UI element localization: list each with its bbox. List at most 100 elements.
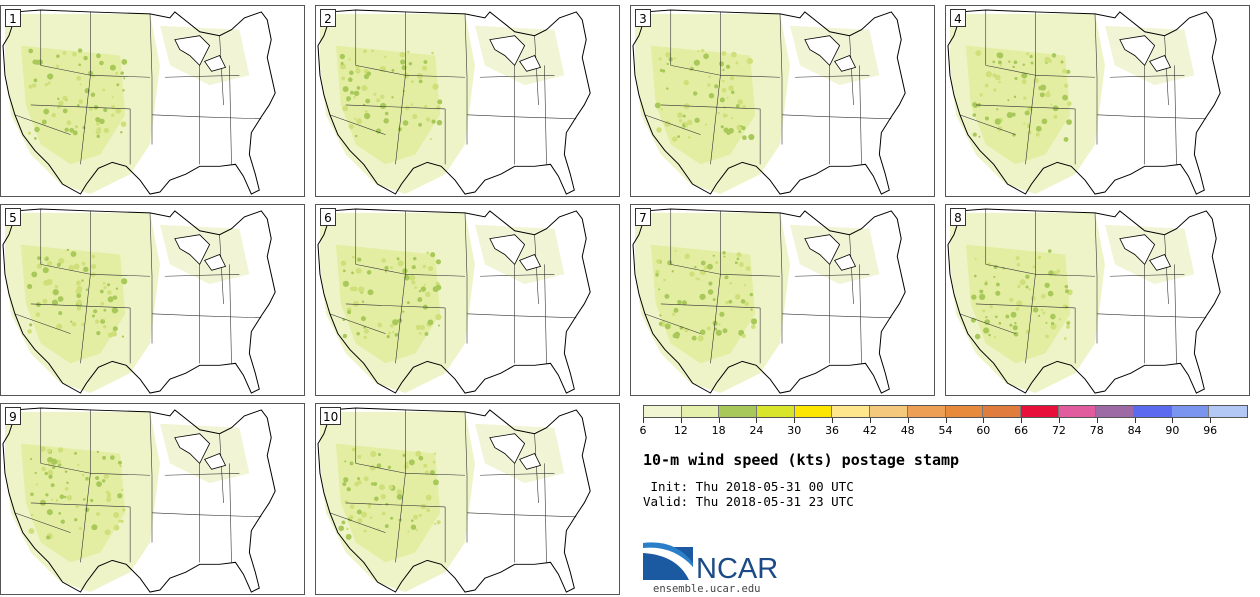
wind-speckle bbox=[44, 471, 48, 476]
wind-speckle bbox=[744, 301, 750, 307]
wind-speckle bbox=[974, 333, 981, 340]
wind-speckle bbox=[85, 476, 89, 481]
wind-speckle bbox=[346, 487, 351, 492]
wind-speckle bbox=[1021, 72, 1028, 79]
wind-speckle bbox=[748, 133, 755, 141]
wind-speckle bbox=[415, 450, 422, 457]
wind-speckle bbox=[81, 261, 86, 266]
wind-speckle bbox=[408, 61, 413, 66]
wind-speckle bbox=[725, 64, 731, 69]
wind-speckle bbox=[354, 134, 358, 138]
state-border bbox=[229, 65, 232, 165]
wind-speckle bbox=[741, 333, 746, 338]
wind-speckle bbox=[361, 300, 365, 303]
wind-speckle bbox=[1035, 125, 1042, 132]
map-panel-10: 10 bbox=[315, 403, 620, 595]
wind-speckle bbox=[418, 122, 423, 127]
wind-speckle bbox=[367, 289, 374, 296]
wind-speckle bbox=[66, 481, 69, 485]
wind-speckle bbox=[81, 473, 85, 477]
wind-speckle bbox=[51, 458, 58, 465]
wind-speckle bbox=[373, 92, 377, 96]
wind-speckle bbox=[101, 479, 106, 483]
wind-speckle bbox=[74, 126, 78, 129]
wind-speckle bbox=[354, 117, 357, 120]
wind-speckle bbox=[36, 302, 41, 308]
wind-speckle bbox=[1025, 274, 1030, 279]
wind-speckle bbox=[703, 53, 709, 60]
state-border bbox=[355, 264, 406, 275]
wind-speckle bbox=[429, 469, 435, 475]
wind-speckle bbox=[750, 308, 753, 311]
wind-speckle bbox=[386, 335, 390, 339]
wind-speckle bbox=[96, 481, 102, 487]
wind-speckle bbox=[111, 307, 118, 314]
state-border bbox=[959, 313, 1016, 334]
wind-speckle bbox=[121, 488, 124, 492]
wind-speckle bbox=[431, 119, 436, 124]
wind-speckle bbox=[420, 286, 427, 292]
state-border bbox=[151, 512, 200, 516]
wind-speckle bbox=[654, 102, 661, 109]
wind-speckle bbox=[347, 310, 352, 315]
wind-speckle bbox=[426, 508, 431, 513]
state-border bbox=[90, 273, 151, 277]
state-border bbox=[859, 264, 862, 364]
wind-speckle bbox=[115, 108, 122, 114]
wind-speckle bbox=[979, 289, 984, 294]
wind-speckle bbox=[715, 261, 719, 265]
wind-speckle bbox=[35, 312, 41, 317]
state-border bbox=[80, 473, 91, 563]
state-border bbox=[644, 114, 701, 135]
colorbar-tick-label: 18 bbox=[711, 424, 726, 437]
wind-speckle bbox=[974, 258, 977, 261]
wind-speckle bbox=[746, 57, 754, 65]
coastline bbox=[632, 208, 906, 394]
state-border bbox=[781, 313, 830, 317]
wind-speckle bbox=[411, 265, 416, 270]
wind-speckle bbox=[1064, 83, 1069, 88]
wind-speckle bbox=[418, 513, 422, 518]
wind-speckle bbox=[361, 85, 368, 92]
wind-speckle bbox=[343, 477, 349, 483]
wind-speckle bbox=[28, 48, 34, 54]
wind-speckle bbox=[414, 286, 418, 289]
wind-speckle bbox=[396, 489, 403, 495]
wind-speckle bbox=[112, 295, 117, 300]
wind-speckle bbox=[992, 60, 996, 64]
wind-speckle bbox=[984, 319, 991, 325]
wind-speckle bbox=[729, 281, 733, 285]
state-border bbox=[779, 13, 783, 78]
wind-speckle bbox=[78, 99, 84, 104]
colorbar-tick-label: 90 bbox=[1165, 424, 1180, 437]
wind-speckle bbox=[76, 299, 82, 306]
colorbar-bin bbox=[1133, 406, 1172, 417]
wind-speckle bbox=[975, 50, 982, 57]
wind-speckle bbox=[1066, 324, 1071, 329]
wind-speckle bbox=[76, 75, 82, 81]
wind-speckle bbox=[1027, 130, 1032, 135]
colorbar-tick-label: 84 bbox=[1127, 424, 1142, 437]
wind-speckle bbox=[719, 97, 725, 103]
wind-speckle bbox=[351, 271, 354, 275]
state-border bbox=[479, 74, 555, 78]
wind-speckle bbox=[723, 255, 726, 258]
wind-speckle bbox=[388, 484, 394, 490]
wind-speckle bbox=[384, 270, 388, 273]
wind-speckle bbox=[729, 75, 735, 81]
us-map bbox=[2, 208, 276, 394]
wind-speckle bbox=[106, 496, 112, 503]
wind-speckle bbox=[107, 492, 111, 496]
wind-speckle bbox=[730, 116, 734, 120]
great-lakes bbox=[1119, 234, 1172, 271]
coastline bbox=[2, 407, 276, 593]
wind-speckle bbox=[1066, 321, 1070, 325]
map-panel-5: 5 bbox=[0, 204, 305, 396]
wind-speckle bbox=[1019, 279, 1026, 286]
state-border bbox=[405, 472, 466, 476]
colorbar-ticks: 6 12 18 24 30 36 42 48 54 60 66 72 78 84 90 96 bbox=[640, 418, 1248, 438]
wind-speckle bbox=[83, 266, 89, 273]
colorbar-tick-mark bbox=[945, 418, 947, 423]
wind-speckle bbox=[971, 294, 977, 300]
wind-speckle bbox=[51, 112, 57, 118]
